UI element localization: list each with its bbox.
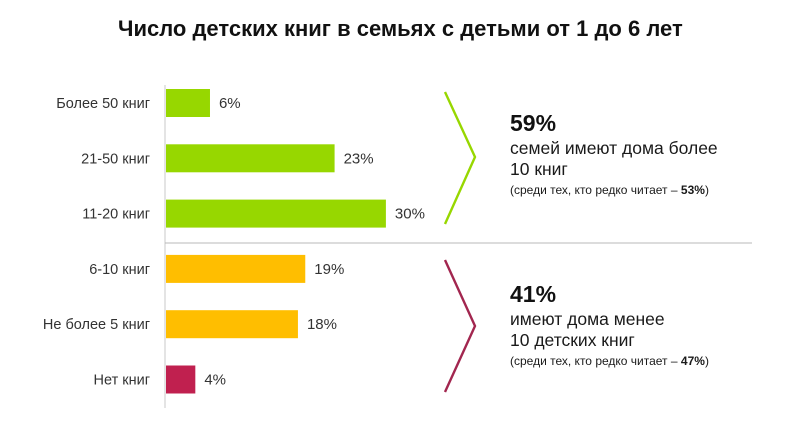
lower-summary-line2: 10 детских книг — [510, 329, 635, 350]
bar — [166, 199, 386, 228]
lower-note-value: 47% — [680, 353, 705, 368]
upper-summary-line1: семей имеют дома более — [510, 137, 718, 158]
bar — [166, 254, 306, 283]
upper-group-summary: 59% семей имеют дома более 10 книг (сред… — [510, 110, 718, 197]
upper-summary-line2: 10 книг — [510, 158, 568, 179]
chart-title: Число детских книг в семьях с детьми от … — [118, 16, 683, 41]
category-label: 11-20 книг — [82, 207, 150, 223]
upper-note-value: 53% — [680, 182, 705, 197]
category-label: Более 50 книг — [56, 96, 150, 112]
upper-note-prefix: (среди тех, кто редко читает – — [510, 182, 681, 197]
upper-group-brace — [443, 91, 477, 225]
category-label: Не более 5 книг — [43, 317, 150, 333]
bar — [166, 365, 196, 394]
category-label: Нет книг — [94, 373, 150, 389]
category-label: 21-50 книг — [81, 151, 150, 167]
lower-summary-line1: имеют дома менее — [510, 308, 665, 329]
upper-note-suffix: ) — [704, 182, 709, 197]
lower-group-summary: 41% имеют дома менее 10 детских книг (ср… — [510, 281, 709, 368]
lower-summary-percent: 41% — [510, 281, 557, 307]
bar — [166, 89, 210, 117]
value-label: 18% — [307, 316, 337, 333]
value-label: 6% — [219, 95, 241, 112]
value-label: 19% — [314, 261, 344, 278]
bar — [166, 144, 335, 173]
lower-note-prefix: (среди тех, кто редко читает – — [510, 353, 681, 368]
lower-summary-note: (среди тех, кто редко читает – 47%) — [510, 354, 709, 368]
upper-summary-note: (среди тех, кто редко читает – 53%) — [510, 183, 718, 197]
category-label: 6-10 книг — [89, 262, 150, 278]
lower-note-suffix: ) — [704, 353, 709, 368]
value-label: 30% — [395, 206, 425, 223]
lower-group-brace — [443, 259, 477, 393]
value-label: 4% — [204, 372, 226, 389]
upper-summary-percent: 59% — [510, 110, 557, 136]
bar — [166, 310, 298, 339]
value-label: 23% — [344, 150, 374, 167]
